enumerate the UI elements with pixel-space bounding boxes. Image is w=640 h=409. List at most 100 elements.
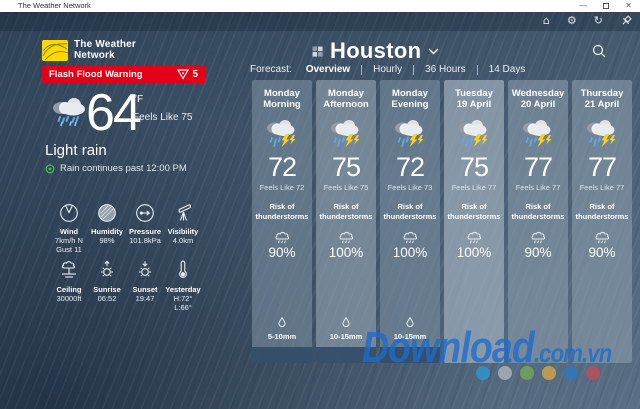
watermark-dot [542, 366, 556, 380]
card-pop: 100% [392, 245, 428, 260]
city-icon [312, 46, 323, 57]
precip-cloud-icon [337, 229, 355, 244]
tab-hourly[interactable]: Hourly [373, 64, 403, 75]
card-pop: 90% [268, 245, 296, 260]
pressure-gauge-icon [134, 200, 156, 224]
card-risk: Risk of thunderstorms [255, 202, 309, 221]
card-feels-like: Feels Like 77 [515, 183, 561, 192]
card-amount: 5-10mm [267, 332, 297, 341]
forecast-card-monday-morning[interactable]: Monday Morning 72 Feels Like 72 Risk of t… [252, 80, 312, 363]
refresh-icon[interactable]: ↻ [593, 14, 603, 27]
window-title: The Weather Network [18, 1, 91, 10]
tab-14-days[interactable]: 14 Days [488, 64, 526, 75]
thermometer-icon [172, 258, 194, 282]
card-feels-like: Feels Like 77 [579, 183, 625, 192]
precip-cloud-icon [273, 229, 291, 244]
gear-icon[interactable]: ⚙ [566, 14, 577, 27]
thunderstorm-icon [584, 118, 620, 148]
card-day-label: Wednesday 20 April [511, 88, 565, 110]
window-controls: — ✕ [579, 0, 632, 12]
card-risk: Risk of thunderstorms [383, 202, 437, 221]
card-temp: 72 [395, 152, 425, 182]
precip-cloud-icon [465, 229, 483, 244]
card-pop: 100% [456, 245, 492, 260]
home-icon[interactable]: ⌂ [542, 14, 550, 27]
forecast-card-monday-afternoon[interactable]: Monday Afternoon 75 Feels Like 75 Risk of… [316, 80, 376, 363]
watermark-text: Download.com.vn [362, 323, 612, 372]
thunderstorm-icon [392, 118, 428, 148]
forecast-card-wednesday[interactable]: Wednesday 20 April 77 Feels Like 77 Risk … [508, 80, 568, 363]
city-name: Houston [330, 38, 422, 63]
logo-text: The Weather Network [74, 39, 137, 61]
current-temperature: 64 [86, 84, 142, 142]
temperature-unit: °F [133, 94, 144, 105]
droplet-icon [406, 317, 414, 328]
alert-count: 5 [192, 69, 198, 80]
sunset-icon [134, 258, 156, 282]
card-risk: Risk of thunderstorms [575, 202, 629, 221]
tab-overview[interactable]: Overview [305, 64, 351, 75]
thunderstorm-icon [328, 118, 364, 148]
close-icon[interactable]: ✕ [625, 1, 632, 10]
tab-36-hours[interactable]: 36 Hours [425, 64, 466, 75]
card-feels-like: Feels Like 77 [451, 183, 497, 192]
precip-status-row: Rain continues past 12:00 PM [45, 163, 187, 174]
warning-triangle-icon [177, 69, 190, 80]
watermark-dot [520, 366, 534, 380]
logo-globe-icon [42, 40, 68, 61]
tab-separator [476, 64, 478, 75]
alert-label: Flash Flood Warning [49, 69, 143, 80]
search-icon[interactable] [592, 44, 606, 58]
detail-wind: Wind 7km/h N Gust 11 [50, 200, 88, 258]
current-details-grid: Wind 7km/h N Gust 11 Humidity 98% Pressu… [50, 200, 202, 316]
forecast-card-thursday[interactable]: Thursday 21 April 77 Feels Like 77 Risk o… [572, 80, 632, 363]
telescope-icon [172, 200, 194, 224]
wind-compass-icon [58, 200, 80, 224]
card-amount: 10-15mm [393, 332, 427, 341]
card-temp: 77 [587, 152, 617, 182]
forecast-tabs: Forecast: Overview Hourly 36 Hours 14 Da… [250, 64, 525, 75]
radar-status-icon [45, 163, 55, 174]
watermark-dot [476, 366, 490, 380]
forecast-card-tuesday[interactable]: Tuesday 19 April 75 Feels Like 77 Risk of… [444, 80, 504, 363]
current-condition: Light rain [45, 142, 107, 159]
pin-icon[interactable] [620, 15, 632, 27]
card-footer [252, 347, 312, 363]
forecast-cards: Monday Morning 72 Feels Like 72 Risk of t… [252, 80, 632, 363]
card-amount-row: 5-10mm [268, 317, 296, 341]
precip-cloud-icon [401, 229, 419, 244]
ceiling-cloud-icon [58, 258, 80, 282]
card-day-label: Monday Afternoon [323, 88, 369, 110]
minimize-icon[interactable]: — [579, 1, 588, 10]
flash-flood-warning-banner[interactable]: Flash Flood Warning 5 [42, 66, 205, 83]
precip-status-text: Rain continues past 12:00 PM [60, 163, 187, 174]
thunderstorm-icon [264, 118, 300, 148]
card-temp: 75 [459, 152, 489, 182]
detail-sunrise: Sunrise 06:52 [88, 258, 126, 316]
detail-humidity: Humidity 98% [88, 200, 126, 258]
precip-cloud-icon [529, 229, 547, 244]
detail-visibility: Visibility 4.0km [164, 200, 202, 258]
toolbar-icons: ⌂ ⚙ ↻ [543, 14, 632, 28]
card-risk: Risk of thunderstorms [447, 202, 501, 221]
current-feels-like: Feels Like 75 [133, 112, 193, 123]
card-day-label: Monday Evening [391, 88, 429, 110]
humidity-icon [96, 200, 118, 224]
forecast-card-monday-evening[interactable]: Monday Evening 72 Feels Like 73 Risk of t… [380, 80, 440, 363]
watermark-dot [586, 366, 600, 380]
card-pop: 90% [588, 245, 616, 260]
detail-ceiling: Ceiling 30000ft [50, 258, 88, 316]
chevron-down-icon [428, 48, 439, 55]
maximize-icon[interactable] [603, 3, 610, 9]
thunderstorm-icon [456, 118, 492, 148]
card-temp: 77 [523, 152, 553, 182]
card-feels-like: Feels Like 72 [259, 183, 305, 192]
droplet-icon [342, 317, 350, 328]
forecast-label: Forecast: [250, 64, 292, 75]
location-selector[interactable]: Houston [312, 38, 439, 64]
card-amount: 10-15mm [329, 332, 363, 341]
card-risk: Risk of thunderstorms [319, 202, 373, 221]
app-toolbar: ⌂ ⚙ ↻ [0, 12, 640, 31]
card-amount-row: 10-15mm [393, 317, 427, 341]
